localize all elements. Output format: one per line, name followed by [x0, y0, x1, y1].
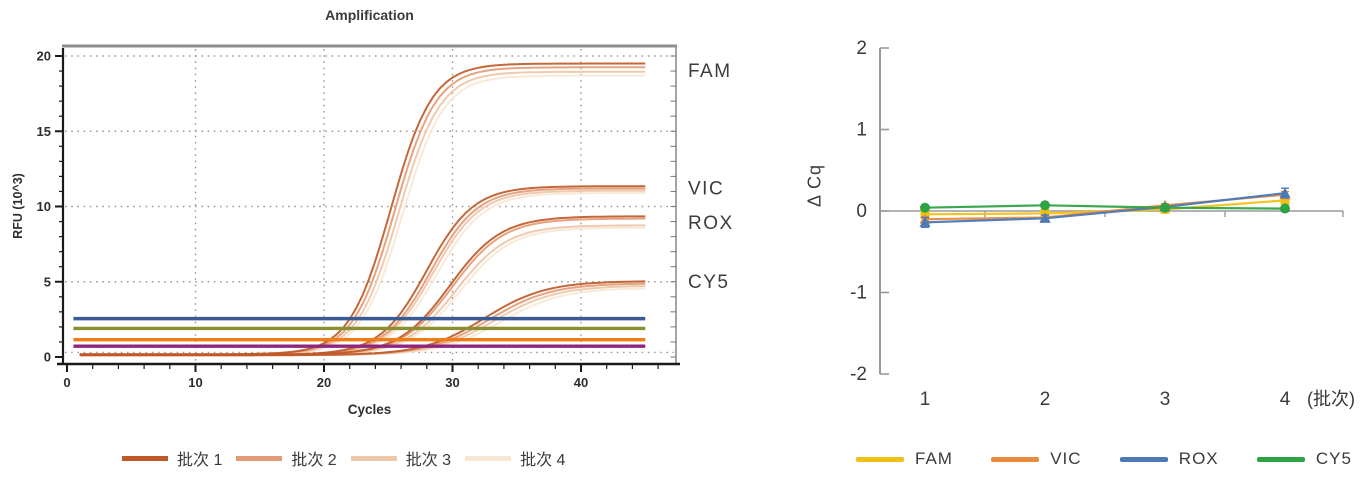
- y-tick-label: 15: [37, 124, 51, 139]
- channel-legend-label: VIC: [1050, 449, 1082, 468]
- amplification-curve-rox-batch1: [79, 215, 646, 356]
- y-tick-label: -1: [850, 283, 867, 304]
- marker-rox: [1039, 212, 1051, 223]
- batch-legend-item-4: 批次 4: [465, 446, 565, 470]
- y-tick-label: 1: [856, 120, 867, 141]
- batch-legend: 批次 1 批次 2 批次 3 批次 4: [122, 446, 579, 470]
- batch-legend-item-2: 批次 2: [236, 446, 337, 470]
- y-tick-label: 0: [856, 201, 867, 222]
- y-tick-label: 2: [856, 38, 867, 59]
- x-category-label: 3: [1160, 389, 1171, 410]
- y-tick-label: -2: [850, 364, 867, 385]
- marker-fam: [1280, 195, 1290, 205]
- y-tick-label: 20: [37, 49, 51, 64]
- x-tick-label: 40: [574, 375, 588, 390]
- channel-legend-item-fam: FAM: [856, 449, 953, 469]
- delta-cq-plot: 2 1 0 -1 -2 1 2 3 4 (批次): [850, 38, 1355, 410]
- channel-legend-swatch: [991, 456, 1040, 462]
- batch-legend-label: 批次 3: [405, 452, 452, 469]
- x-tick-label: 20: [317, 375, 331, 390]
- series-line-rox: [924, 192, 1286, 224]
- channel-legend-item-cy5: CY5: [1256, 449, 1352, 469]
- channel-legend-label: FAM: [915, 449, 953, 468]
- channel-legend: FAM VIC ROX CY5: [856, 449, 1352, 469]
- channel-label-vic: VIC: [688, 178, 724, 199]
- x-tick-label: 30: [445, 375, 459, 390]
- amplification-curve-rox-batch4: [79, 226, 646, 356]
- channel-label-rox: ROX: [688, 213, 734, 234]
- amplification-curve-cy5-batch1: [79, 280, 646, 357]
- x-tick-label: 0: [63, 375, 70, 390]
- x-tick-label: 10: [188, 375, 202, 390]
- channel-legend-item-rox: ROX: [1119, 449, 1219, 469]
- channel-legend-item-vic: VIC: [991, 449, 1081, 469]
- y-tick-label: 10: [37, 199, 51, 214]
- batch-legend-item-3: 批次 3: [350, 446, 452, 470]
- y-tick-label: 0: [44, 350, 51, 365]
- series-line-cy5: [924, 204, 1286, 210]
- left-chart-title: Amplification: [325, 7, 414, 23]
- batch-legend-swatch: [465, 455, 512, 461]
- marker-rox: [1279, 187, 1291, 198]
- left-chart-x-axis-label: Cycles: [347, 402, 392, 417]
- channel-legend-swatch: [856, 456, 904, 462]
- x-category-label: 4: [1280, 389, 1291, 410]
- channel-legend-swatch: [1256, 456, 1305, 462]
- amplification-curve-fam-batch3: [79, 70, 646, 356]
- marker-cy5: [920, 202, 930, 213]
- batch-legend-swatch: [122, 455, 168, 461]
- marker-cy5: [1280, 203, 1290, 214]
- batch-legend-swatch: [350, 455, 397, 461]
- batch-legend-item-1: 批次 1: [122, 446, 222, 470]
- batch-legend-label: 批次 2: [291, 452, 337, 469]
- x-category-label: 1: [920, 389, 931, 410]
- channel-label-cy5: CY5: [688, 272, 729, 293]
- channel-legend-label: CY5: [1315, 449, 1352, 468]
- batch-legend-swatch: [236, 455, 283, 461]
- batch-legend-label: 批次 4: [520, 452, 566, 469]
- y-tick-label: 5: [44, 274, 51, 289]
- channel-legend-swatch: [1119, 456, 1168, 462]
- marker-rox: [919, 216, 931, 227]
- channel-legend-label: ROX: [1178, 449, 1219, 468]
- channel-label-fam: FAM: [688, 61, 732, 82]
- marker-cy5: [1040, 200, 1050, 211]
- batch-legend-label: 批次 1: [177, 452, 223, 469]
- x-category-label: 2: [1040, 389, 1051, 410]
- amplification-plot: 0 5 10 15 20 0 10 20 30 40 FAM VIC ROX CY5: [37, 44, 734, 390]
- marker-cy5: [1160, 202, 1170, 213]
- x-axis-unit-label: (批次): [1307, 389, 1355, 409]
